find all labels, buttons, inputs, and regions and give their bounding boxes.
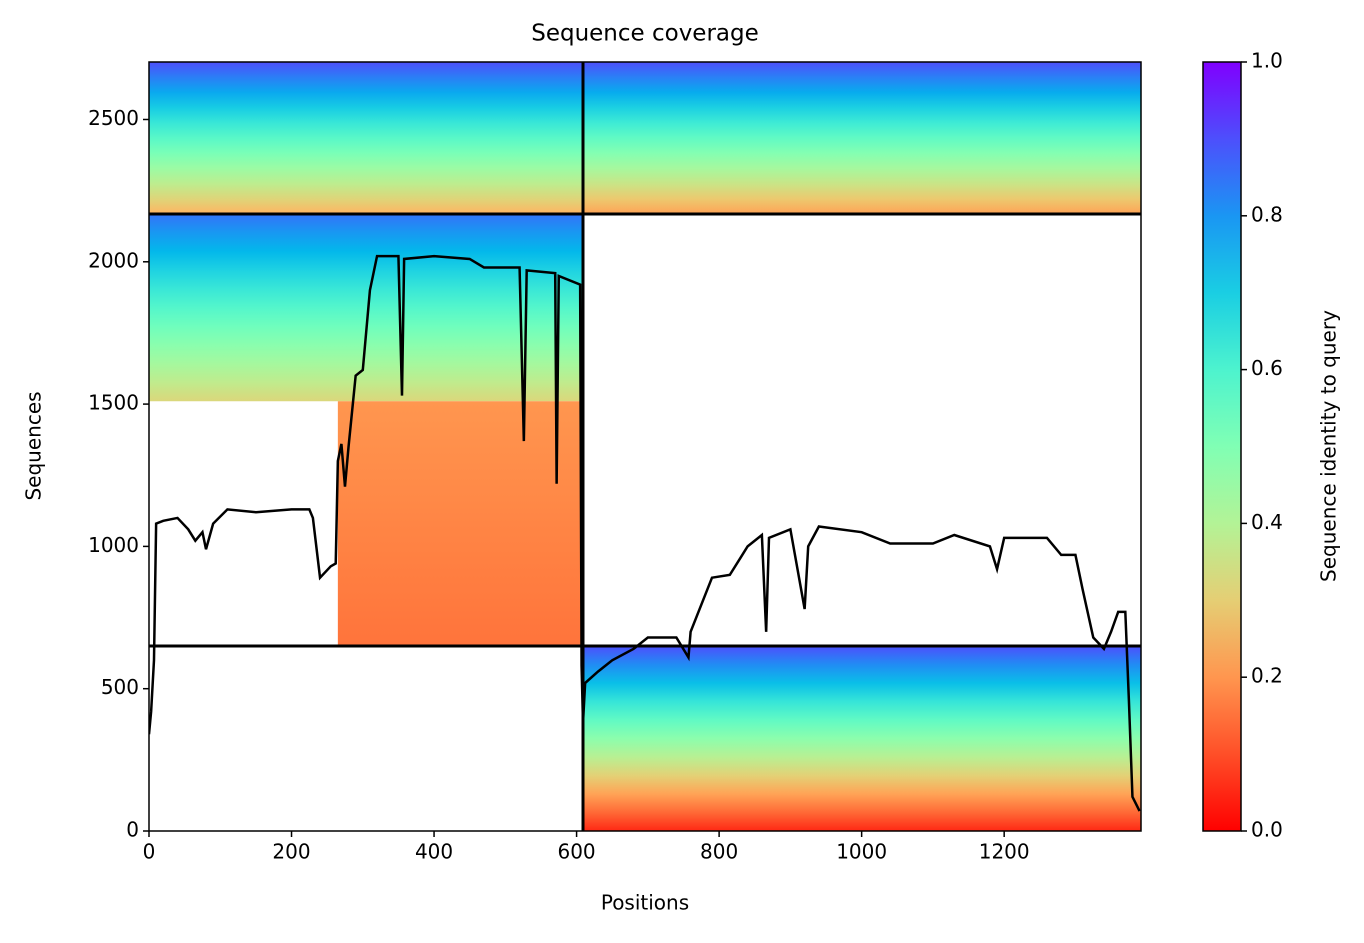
x-tick-label: 400: [415, 840, 453, 864]
y-tick-label: 0: [126, 818, 139, 842]
y-tick-label: 2000: [88, 248, 139, 272]
x-tick-label: 600: [557, 840, 595, 864]
coverage-block: [337, 401, 583, 647]
colorbar-tick-label: 0.6: [1251, 356, 1283, 380]
y-tick-label: 2500: [88, 106, 139, 130]
colorbar-tick-label: 0.2: [1251, 664, 1283, 688]
y-axis-label: Sequences: [22, 391, 46, 500]
plot-area: [149, 62, 1141, 831]
colorbar-tick-label: 1.0: [1251, 49, 1283, 73]
colorbar: [1202, 61, 1242, 832]
colorbar-tick-label: 0.0: [1251, 818, 1283, 842]
y-tick-label: 1500: [88, 391, 139, 415]
y-tick-label: 500: [101, 675, 139, 699]
chart-title: Sequence coverage: [531, 21, 759, 47]
x-tick-label: 200: [272, 840, 310, 864]
coverage-block: [583, 646, 1141, 831]
colorbar-tick-label: 0.8: [1251, 202, 1283, 226]
x-axis-label: Positions: [601, 891, 689, 915]
colorbar-label: Sequence identity to query: [1317, 310, 1341, 582]
x-tick-label: 1200: [979, 840, 1030, 864]
coverage-line: [149, 254, 1141, 812]
coverage-block: [583, 62, 1141, 214]
colorbar-tick-label: 0.4: [1251, 510, 1283, 534]
x-tick-label: 1000: [836, 840, 887, 864]
coverage-block: [149, 62, 583, 214]
axes-frame: [148, 61, 1142, 832]
x-tick-label: 0: [143, 840, 156, 864]
x-tick-label: 800: [700, 840, 738, 864]
y-tick-label: 1000: [88, 533, 139, 557]
coverage-block: [149, 213, 583, 402]
